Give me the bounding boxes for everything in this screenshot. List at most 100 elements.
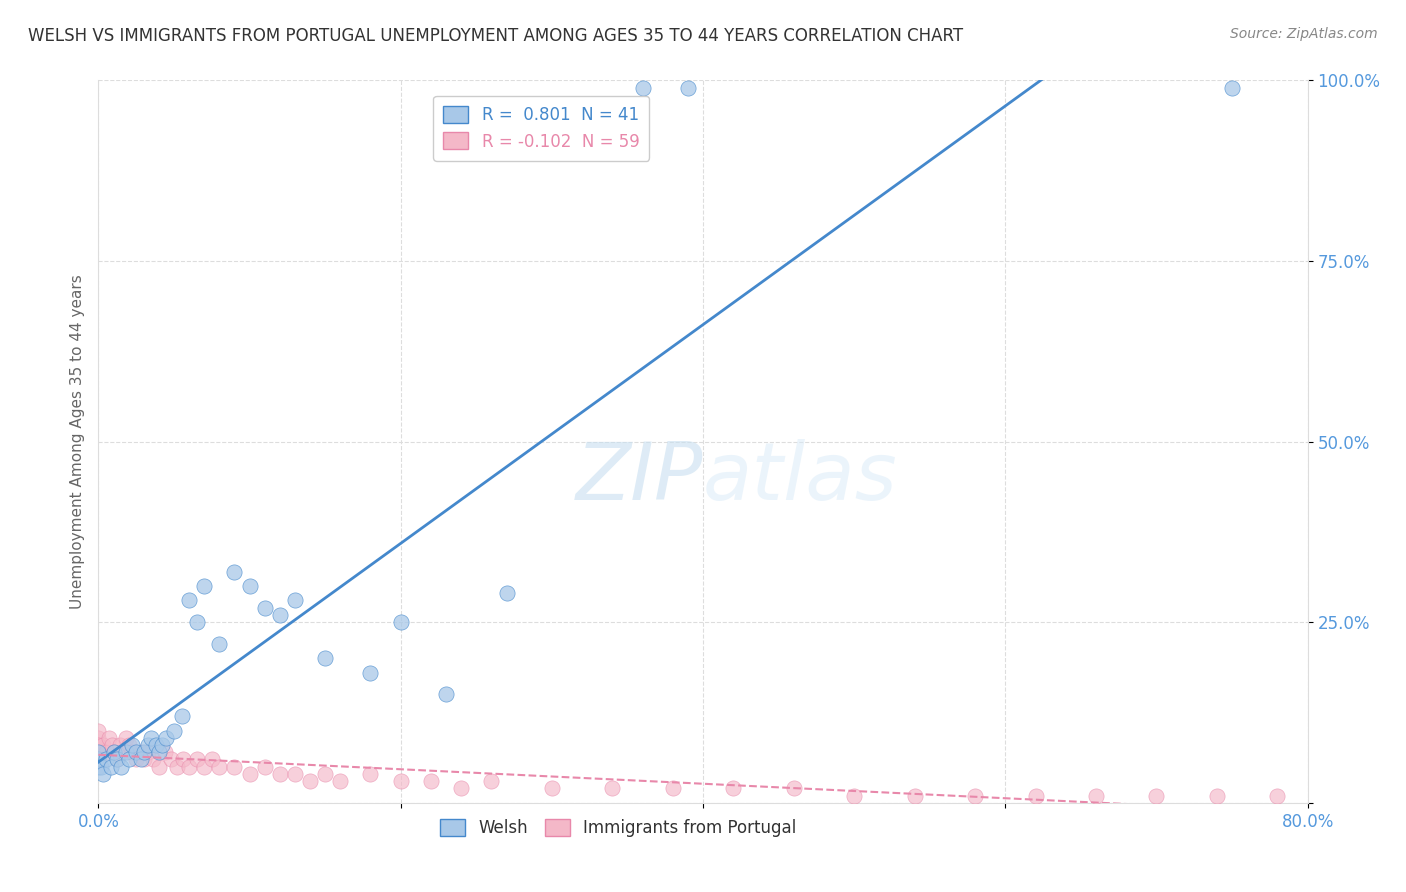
Point — [132, 752, 155, 766]
Point — [193, 760, 215, 774]
Point — [142, 752, 165, 766]
Point — [155, 731, 177, 745]
Point — [389, 774, 412, 789]
Point — [450, 781, 472, 796]
Point — [179, 760, 201, 774]
Point — [224, 760, 246, 774]
Point — [129, 745, 152, 759]
Point — [141, 731, 163, 745]
Point — [118, 752, 141, 766]
Text: Source: ZipAtlas.com: Source: ZipAtlas.com — [1230, 27, 1378, 41]
Point — [844, 789, 866, 803]
Point — [389, 615, 412, 630]
Point — [136, 738, 159, 752]
Point — [661, 781, 683, 796]
Point — [94, 745, 117, 759]
Point — [87, 723, 110, 738]
Point — [1024, 789, 1046, 803]
Point — [481, 774, 503, 789]
Point — [314, 767, 336, 781]
Point — [783, 781, 806, 796]
Point — [114, 745, 136, 759]
Point — [103, 745, 125, 759]
Point — [208, 760, 231, 774]
Point — [193, 579, 215, 593]
Point — [163, 723, 186, 738]
Point — [105, 752, 128, 766]
Point — [153, 745, 176, 759]
Point — [723, 781, 745, 796]
Point — [100, 760, 122, 774]
Point — [125, 752, 148, 766]
Point — [111, 745, 134, 759]
Point — [114, 731, 136, 745]
Point — [87, 738, 110, 752]
Point — [87, 745, 110, 759]
Point — [1220, 80, 1243, 95]
Point — [121, 738, 143, 752]
Point — [965, 789, 987, 803]
Point — [172, 752, 194, 766]
Point — [299, 774, 322, 789]
Point — [540, 781, 562, 796]
Point — [125, 745, 148, 759]
Point — [253, 760, 276, 774]
Point — [91, 738, 114, 752]
Point — [87, 760, 110, 774]
Point — [87, 745, 110, 759]
Point — [1206, 789, 1229, 803]
Point — [132, 745, 155, 759]
Point — [94, 752, 117, 766]
Point — [186, 615, 208, 630]
Point — [166, 760, 188, 774]
Point — [179, 593, 201, 607]
Point — [208, 637, 231, 651]
Point — [121, 745, 143, 759]
Point — [145, 738, 167, 752]
Point — [224, 565, 246, 579]
Point — [118, 738, 141, 752]
Point — [129, 752, 152, 766]
Point — [602, 781, 624, 796]
Point — [201, 752, 224, 766]
Point — [87, 738, 110, 752]
Point — [87, 752, 110, 766]
Point — [103, 745, 125, 759]
Point — [434, 687, 457, 701]
Point — [87, 731, 110, 745]
Point — [110, 760, 132, 774]
Point — [284, 593, 307, 607]
Point — [314, 651, 336, 665]
Point — [676, 80, 699, 95]
Point — [90, 745, 112, 759]
Point — [284, 767, 307, 781]
Point — [108, 738, 131, 752]
Point — [87, 752, 110, 766]
Point — [495, 586, 517, 600]
Text: ZIP: ZIP — [575, 439, 703, 516]
Text: atlas: atlas — [703, 439, 898, 516]
Point — [631, 80, 654, 95]
Point — [253, 600, 276, 615]
Point — [269, 767, 291, 781]
Point — [1144, 789, 1167, 803]
Point — [329, 774, 352, 789]
Point — [239, 579, 262, 593]
Point — [136, 745, 159, 759]
Point — [269, 607, 291, 622]
Point — [160, 752, 183, 766]
Point — [360, 767, 382, 781]
Point — [90, 760, 112, 774]
Point — [148, 760, 170, 774]
Point — [91, 767, 114, 781]
Point — [1267, 789, 1289, 803]
Point — [150, 738, 173, 752]
Point — [170, 709, 193, 723]
Point — [186, 752, 208, 766]
Point — [239, 767, 262, 781]
Point — [148, 745, 170, 759]
Point — [904, 789, 927, 803]
Point — [101, 738, 124, 752]
Text: WELSH VS IMMIGRANTS FROM PORTUGAL UNEMPLOYMENT AMONG AGES 35 TO 44 YEARS CORRELA: WELSH VS IMMIGRANTS FROM PORTUGAL UNEMPL… — [28, 27, 963, 45]
Point — [1085, 789, 1108, 803]
